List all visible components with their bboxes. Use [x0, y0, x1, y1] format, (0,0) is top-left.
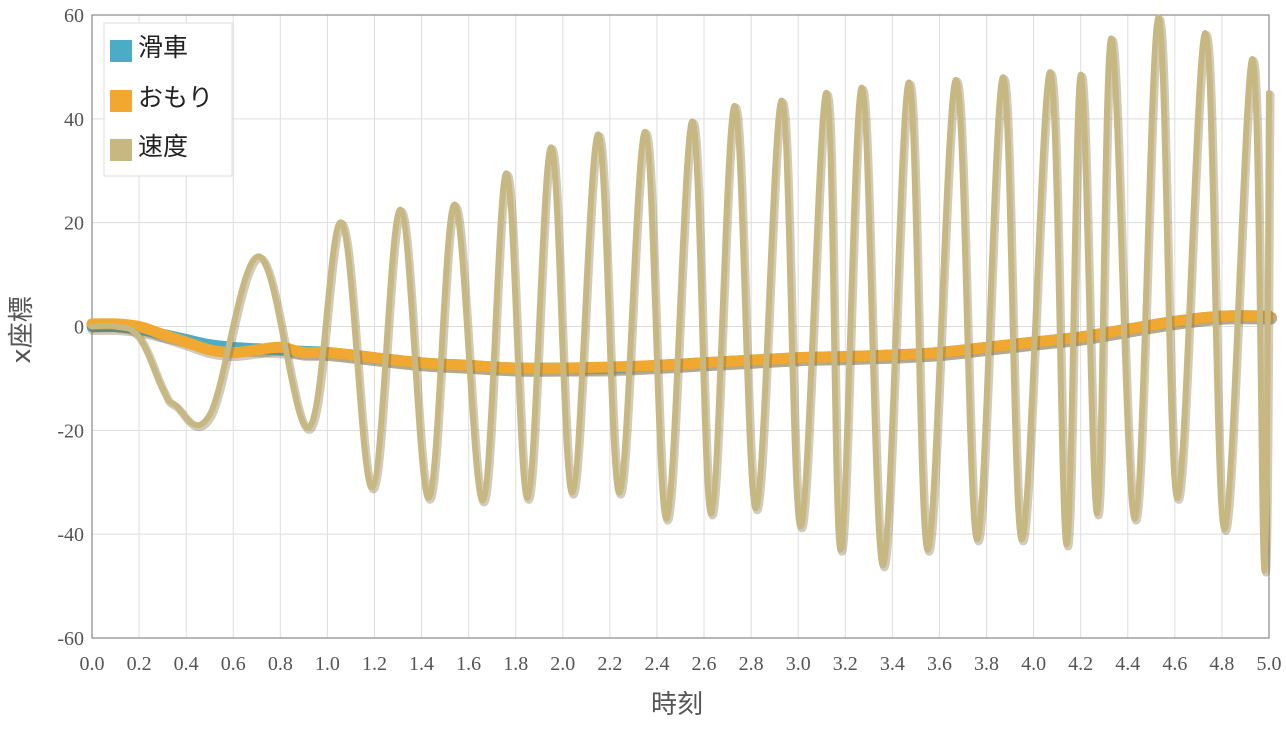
y-tick-label: -40 — [57, 524, 84, 546]
legend-swatch-velocity — [110, 139, 132, 161]
tick-labels: 0.0 0.2 0.4 0.6 0.8 1.0 1.2 1.4 1.6 1.8 2.0 2.2 2.4 2… — [57, 5, 1281, 675]
x-tick-label: 2.4 — [644, 653, 669, 675]
legend: 滑車 おもり 速度 — [103, 22, 233, 177]
x-tick-label: 4.8 — [1209, 653, 1234, 675]
x-tick-label: 2.0 — [550, 653, 575, 675]
x-tick-label: 4.0 — [1021, 653, 1046, 675]
x-tick-label: 3.8 — [974, 653, 999, 675]
x-tick-label: 2.2 — [597, 653, 622, 675]
x-tick-label: 0.4 — [174, 653, 199, 675]
x-tick-label: 0.2 — [127, 653, 152, 675]
x-tick-label: 0.6 — [221, 653, 246, 675]
x-tick-label: 1.2 — [362, 653, 387, 675]
series-layer — [86, 14, 1277, 577]
legend-swatch-pulley — [110, 40, 132, 62]
y-tick-label: 20 — [64, 213, 84, 235]
y-tick-label: -20 — [57, 420, 84, 442]
legend-label-pulley: 滑車 — [138, 33, 188, 62]
x-tick-label: 4.6 — [1162, 653, 1187, 675]
legend-label-weight: おもり — [138, 83, 213, 112]
x-tick-label: 3.4 — [880, 653, 905, 675]
x-tick-label: 1.8 — [503, 653, 528, 675]
y-tick-label: 60 — [64, 5, 84, 27]
x-tick-label: 0.8 — [268, 653, 293, 675]
x-tick-label: 1.6 — [456, 653, 481, 675]
x-tick-label: 0.0 — [80, 653, 105, 675]
x-tick-label: 3.6 — [927, 653, 952, 675]
x-tick-label: 1.4 — [409, 653, 434, 675]
x-tick-label: 4.2 — [1068, 653, 1093, 675]
x-tick-label: 2.8 — [739, 653, 764, 675]
y-axis-title: x座標 — [7, 296, 37, 363]
series-group — [89, 14, 1275, 577]
y-tick-label: 40 — [64, 109, 84, 131]
x-tick-label: 5.0 — [1257, 653, 1282, 675]
legend-label-velocity: 速度 — [138, 132, 188, 161]
x-tick-label: 3.0 — [786, 653, 811, 675]
legend-swatch-weight — [110, 90, 132, 112]
x-tick-label: 4.4 — [1115, 653, 1140, 675]
x-tick-label: 3.2 — [833, 653, 858, 675]
x-axis-title: 時刻 — [651, 690, 703, 720]
series-line-2 — [89, 14, 1272, 574]
x-tick-label: 1.0 — [315, 653, 340, 675]
y-tick-label: 0 — [74, 317, 84, 339]
y-tick-label: -60 — [57, 628, 84, 650]
x-tick-label: 2.6 — [692, 653, 717, 675]
